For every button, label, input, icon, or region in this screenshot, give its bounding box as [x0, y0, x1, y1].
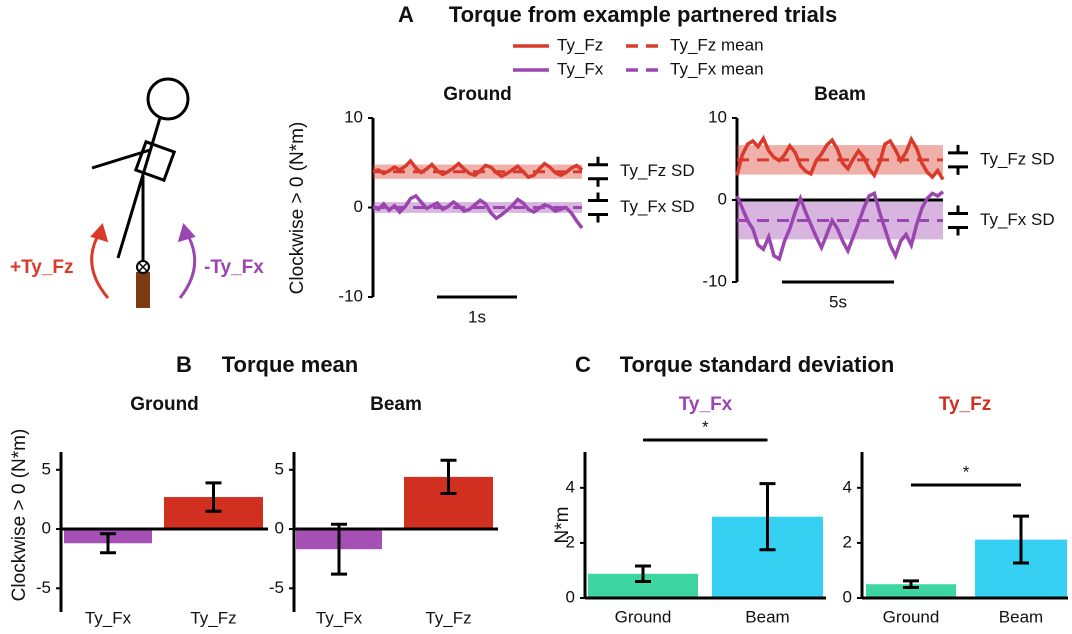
arrow-fz — [90, 231, 110, 299]
y-axis-label: Clockwise > 0 (N*m) — [287, 122, 308, 295]
series-line — [735, 190, 945, 262]
annotation: Ty_Fx SD — [980, 210, 1055, 229]
significance: * — [963, 462, 970, 481]
error-bar — [759, 482, 776, 552]
arrowhead-fx — [177, 222, 196, 243]
sd-bracket — [948, 205, 968, 236]
y-tick-label: 4 — [843, 477, 852, 496]
error-bar — [1013, 514, 1029, 565]
arm — [91, 148, 151, 170]
error-bar — [100, 532, 116, 555]
pivot-x — [138, 262, 148, 272]
y-axis-label: Clockwise > 0 (N*m) — [9, 429, 30, 602]
sd-bracket — [588, 156, 608, 187]
chart-title: Ty_Fz — [939, 394, 991, 415]
y-tick-label: 4 — [566, 477, 575, 496]
stick-figure — [90, 77, 197, 308]
y-tick-label: 10 — [708, 107, 727, 126]
error-bar — [331, 522, 347, 576]
x-tick-label: Ty_Fx — [85, 608, 132, 627]
body — [116, 117, 162, 259]
beam — [136, 272, 150, 308]
diagram-label: -Ty_Fx — [204, 257, 264, 278]
y-tick-label: 5 — [42, 459, 51, 478]
error-bar — [903, 579, 919, 590]
head — [146, 77, 190, 121]
y-tick-label: -5 — [36, 578, 51, 597]
hand-box — [133, 139, 177, 183]
y-tick-label: 0 — [42, 519, 51, 538]
x-tick-label: Ty_Fz — [425, 608, 471, 627]
y-tick-label: 0 — [354, 197, 363, 216]
x-tick-label: Ty_Fz — [190, 608, 236, 627]
chart-title: Ground — [443, 84, 512, 105]
annotation: Ty_Fx SD — [620, 197, 695, 216]
legend-label: Ty_Fz mean — [670, 35, 764, 54]
chart-title: Ty_Fx — [679, 394, 733, 415]
annotation: Ty_Fz SD — [620, 161, 695, 180]
significance: * — [702, 417, 709, 436]
annotation: Ty_Fz SD — [980, 149, 1055, 168]
panel-letter: A — [398, 2, 414, 27]
scale-bar-label: 1s — [468, 307, 486, 326]
x-tick-label: Beam — [745, 607, 789, 626]
scale-bar-label: 5s — [829, 292, 847, 311]
panel-title: Torque from example partnered trials — [449, 2, 837, 27]
y-tick-label: 0 — [566, 587, 575, 606]
y-tick-label: -10 — [702, 271, 727, 290]
x-tick-label: Ground — [883, 607, 940, 626]
y-tick-label: 0 — [275, 519, 284, 538]
panel-title: Torque standard deviation — [620, 352, 895, 377]
diagram-label: +Ty_Fz — [10, 257, 74, 278]
panel-letter: B — [176, 352, 192, 377]
chart-title: Beam — [814, 84, 866, 105]
panel-title: Torque mean — [222, 352, 359, 377]
panel-letter: C — [575, 352, 591, 377]
y-tick-label: 0 — [843, 587, 852, 606]
x-tick-label: Ty_Fx — [316, 608, 363, 627]
bar — [866, 584, 956, 598]
error-bar — [205, 481, 222, 513]
legend-label: Ty_Fx mean — [670, 59, 764, 78]
error-bar — [440, 458, 457, 495]
legend-label: Ty_Fx — [557, 59, 604, 78]
legend-label: Ty_Fz — [557, 35, 603, 54]
y-tick-label: 2 — [566, 532, 575, 551]
sd-bracket — [588, 192, 608, 223]
y-tick-label: 2 — [843, 532, 852, 551]
chart-title: Ground — [130, 394, 199, 415]
y-tick-label: 5 — [275, 459, 284, 478]
y-tick-label: 10 — [344, 107, 363, 126]
chart-title: Beam — [370, 394, 422, 415]
error-bar — [635, 564, 651, 583]
arrowhead-fz — [90, 222, 109, 243]
sd-bracket — [948, 144, 968, 175]
series-line — [372, 193, 584, 230]
x-tick-label: Beam — [999, 607, 1043, 626]
y-axis-label: N*m — [552, 507, 573, 544]
y-tick-label: 0 — [718, 189, 727, 208]
y-tick-label: -10 — [338, 286, 363, 305]
arrow-fx — [178, 231, 197, 299]
x-tick-label: Ground — [615, 607, 672, 626]
y-tick-label: -5 — [269, 578, 284, 597]
series-line — [735, 134, 945, 181]
